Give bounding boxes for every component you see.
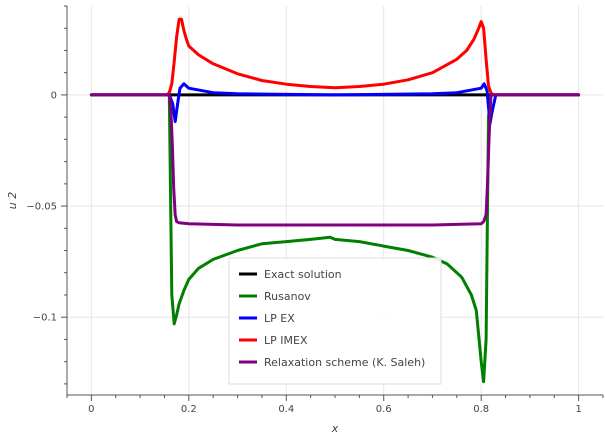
legend-label-1: Rusanov [264,290,311,303]
series-line-4 [89,93,581,227]
legend-label-0: Exact solution [264,268,342,281]
x-tick-label-3: 0.6 [376,404,392,415]
y-tick-label-2: −0.1 [33,313,57,324]
x-axis-label: x [331,422,339,435]
legend-label-4: Relaxation scheme (K. Saleh) [264,356,425,369]
x-tick-label-0: 0 [88,404,94,415]
plot-lines [89,17,581,384]
x-tick-label-5: 1 [575,404,581,415]
legend-label-2: LP EX [264,312,295,325]
ticks: 0 0.2 0.4 0.6 0.8 1 0 −0.05 −0.1 [26,5,604,415]
legend-box [228,257,442,385]
y-tick-label-1: −0.05 [26,202,57,213]
x-tick-label-2: 0.4 [278,404,294,415]
x-tick-label-4: 0.8 [473,404,489,415]
series-line-1 [89,93,581,384]
series-line-3 [89,17,581,97]
y-axis-label: u 2 [6,192,19,209]
legend: Exact solution Rusanov LP EX LP IMEX Relaxat… [228,257,442,385]
x-tick-label-1: 0.2 [181,404,197,415]
y-tick-label-0: 0 [51,90,57,101]
legend-label-3: LP IMEX [264,334,308,347]
